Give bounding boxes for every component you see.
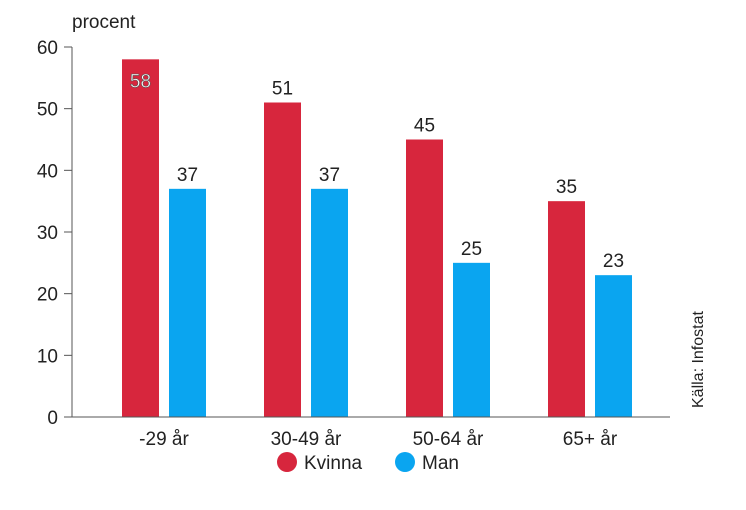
data-label: 58 bbox=[130, 71, 151, 92]
y-tick-label: 0 bbox=[47, 408, 58, 429]
bar-kvinna bbox=[122, 59, 159, 417]
y-tick-label: 50 bbox=[37, 100, 58, 121]
y-tick-label: 20 bbox=[37, 285, 58, 306]
data-label: 35 bbox=[556, 177, 577, 198]
data-label: 45 bbox=[414, 116, 435, 137]
bar-man bbox=[311, 188, 348, 417]
data-label: 25 bbox=[461, 239, 482, 260]
data-label: 51 bbox=[272, 79, 293, 100]
legend: Kvinna Man bbox=[277, 452, 459, 474]
data-label: 37 bbox=[319, 165, 340, 186]
bars: 58 37 51 37 45 25 35 23 bbox=[122, 59, 632, 417]
x-tick-label: -29 år bbox=[139, 429, 189, 450]
x-axis: -29 år 30-49 år 50-64 år 65+ år bbox=[72, 416, 670, 450]
bar-kvinna bbox=[406, 139, 443, 417]
data-label: 37 bbox=[177, 165, 198, 186]
y-tick-label: 40 bbox=[37, 161, 58, 182]
y-tick-label: 10 bbox=[37, 346, 58, 367]
bar-kvinna bbox=[548, 201, 585, 417]
unit-label: procent bbox=[72, 12, 136, 33]
y-tick-label: 60 bbox=[37, 38, 58, 59]
legend-marker-kvinna bbox=[277, 452, 297, 472]
x-tick-label: 50-64 år bbox=[413, 429, 484, 450]
x-tick-label: 65+ år bbox=[563, 429, 618, 450]
legend-label: Man bbox=[422, 453, 459, 474]
bar-man bbox=[169, 188, 206, 417]
x-tick-label: 30-49 år bbox=[271, 429, 342, 450]
bar-kvinna bbox=[264, 102, 301, 417]
legend-marker-man bbox=[395, 452, 415, 472]
data-label: 23 bbox=[603, 251, 624, 272]
y-axis: 0 10 20 30 40 50 60 bbox=[37, 38, 73, 429]
bar-man bbox=[453, 262, 490, 417]
source-label: Källa: Infostat bbox=[690, 311, 707, 409]
legend-label: Kvinna bbox=[304, 453, 363, 474]
bar-man bbox=[595, 275, 632, 417]
y-tick-label: 30 bbox=[37, 223, 58, 244]
